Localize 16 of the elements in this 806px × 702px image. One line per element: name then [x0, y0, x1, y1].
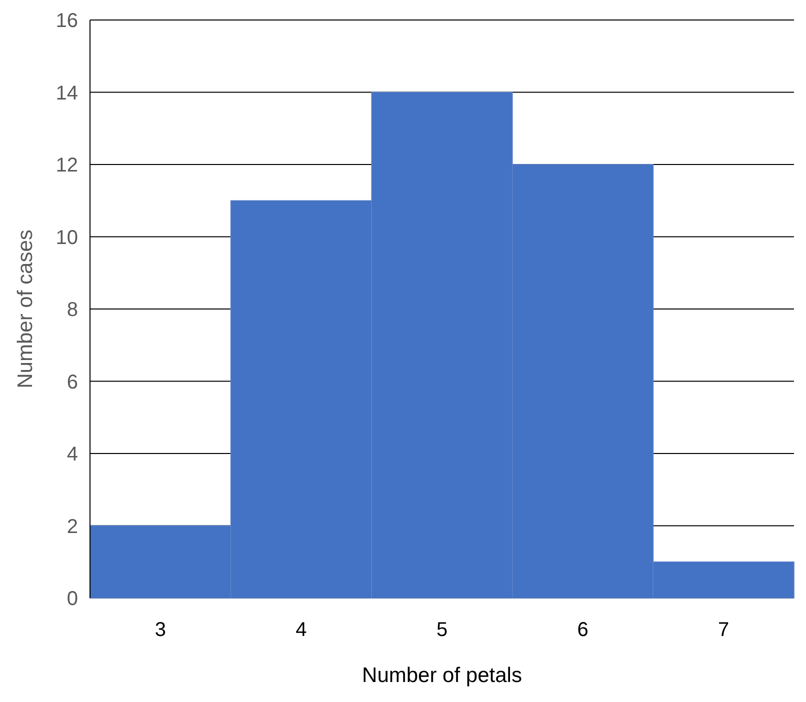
x-tick-label: 4: [296, 619, 307, 641]
y-axis-title: Number of cases: [14, 230, 37, 388]
x-tick-label: 6: [577, 619, 588, 641]
y-tick-label: 0: [66, 588, 78, 610]
y-tick-label: 12: [56, 154, 78, 176]
x-axis-title: Number of petals: [362, 664, 522, 687]
x-tick-label: 5: [436, 619, 448, 641]
y-tick-label: 16: [56, 10, 78, 32]
y-tick-label: 6: [66, 371, 78, 394]
y-tick-label: 2: [66, 516, 78, 538]
x-tick-label: 3: [154, 619, 166, 641]
y-tick-label: 10: [56, 226, 78, 249]
y-tick-label: 8: [66, 299, 78, 321]
y-tick-label: 4: [66, 444, 78, 466]
y-tick-label: 14: [56, 82, 78, 104]
x-tick-label: 7: [718, 619, 730, 641]
